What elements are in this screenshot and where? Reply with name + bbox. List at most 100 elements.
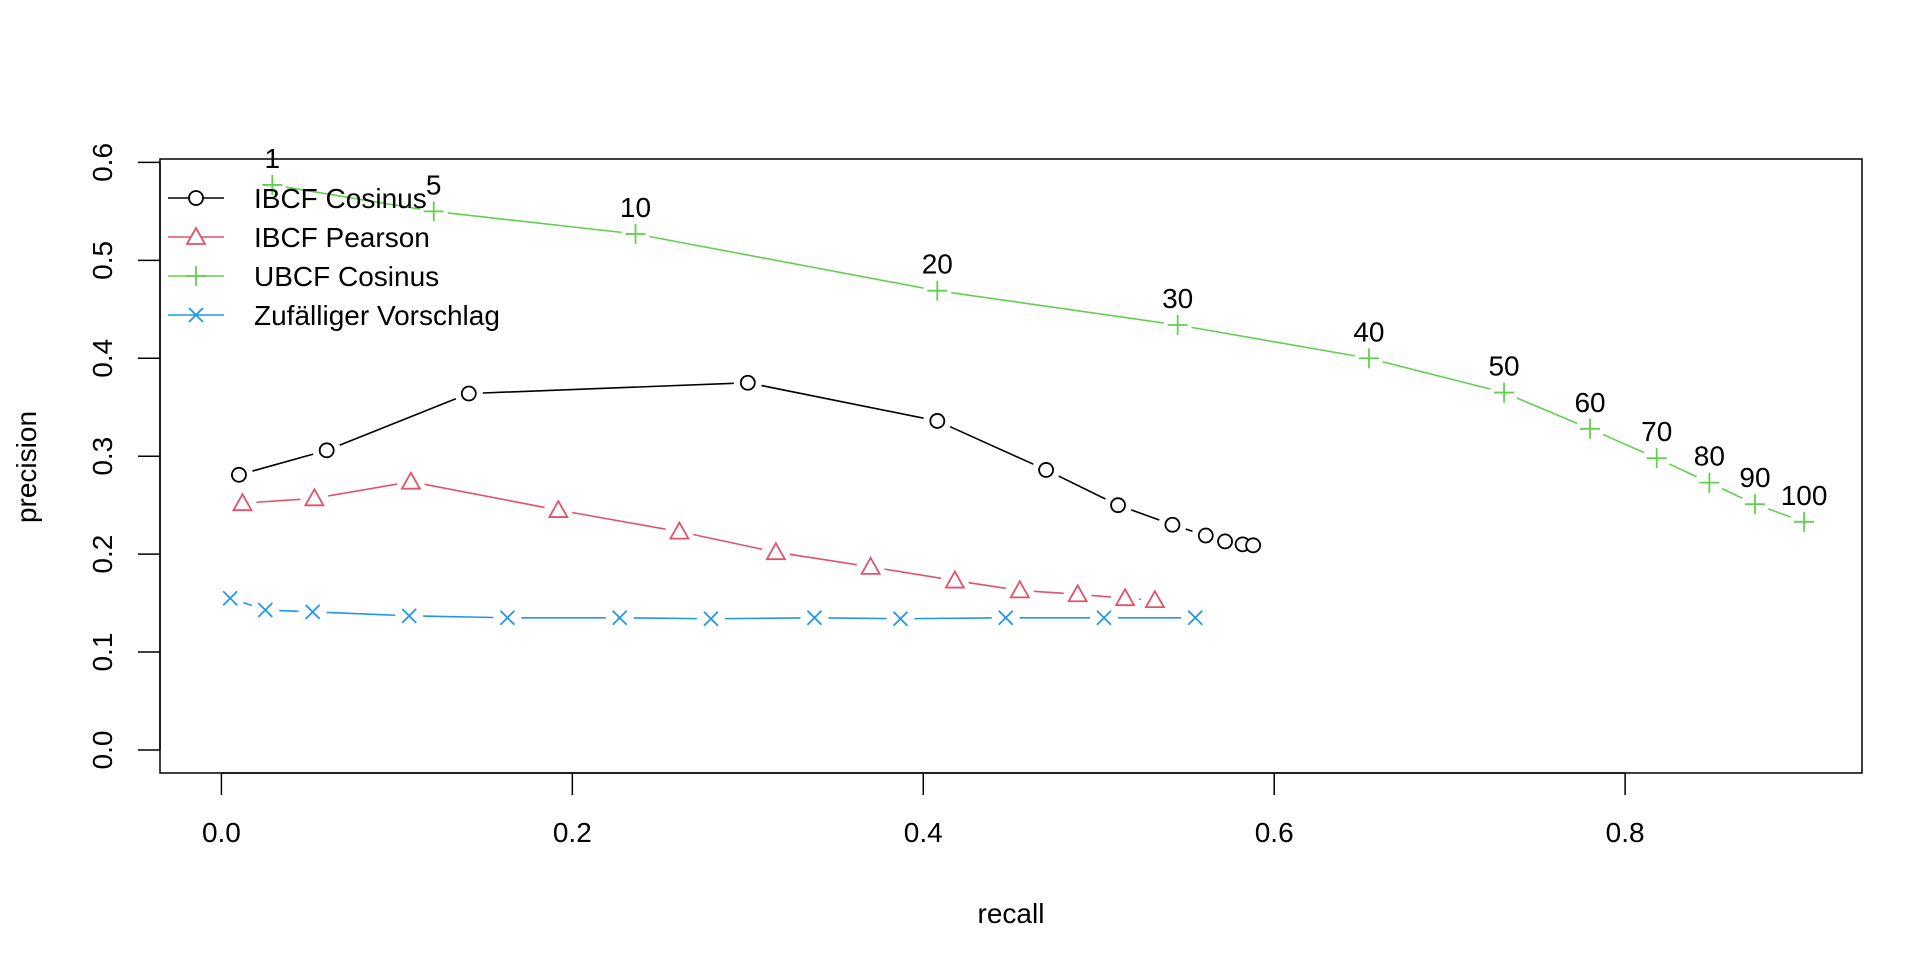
- data-point: [401, 608, 417, 624]
- legend-label: Zufälliger Vorschlag: [254, 300, 500, 331]
- data-point: [460, 385, 477, 402]
- data-point: [222, 590, 238, 606]
- x-axis-title: recall: [978, 898, 1045, 929]
- data-point: [257, 602, 273, 618]
- data-point: [944, 569, 966, 589]
- y-axis: 0.0 0.1 0.2 0.3 0.4 0.5 0.6: [87, 143, 161, 770]
- data-point: [625, 223, 646, 244]
- data-point: [499, 610, 516, 626]
- y-tick-label: 0.1: [87, 633, 118, 672]
- series-segment: [285, 186, 421, 210]
- data-point: [423, 201, 444, 222]
- series-2: 1 5 10 20 30 40 50 60 70 80 90 100: [262, 143, 1827, 532]
- series-segment: [633, 617, 697, 620]
- data-label: 90: [1739, 462, 1770, 493]
- series-segment: [482, 382, 734, 394]
- data-point: [1067, 583, 1089, 603]
- series-segment: [724, 617, 801, 620]
- legend-label: IBCF Cosinus: [254, 183, 427, 214]
- x-tick-label: 0.6: [1255, 817, 1294, 848]
- data-point: [703, 611, 719, 627]
- data-point: [1646, 448, 1667, 469]
- series-segment: [761, 384, 924, 419]
- data-point: [1144, 589, 1166, 609]
- data-point: [1009, 579, 1031, 599]
- data-point: [1699, 472, 1720, 493]
- y-tick-label: 0.5: [87, 241, 118, 280]
- x-tick-label: 0.2: [553, 817, 592, 848]
- series-segment: [243, 601, 253, 607]
- series-segment: [279, 609, 299, 613]
- data-label: 20: [922, 249, 953, 280]
- series-segment: [828, 617, 887, 620]
- data-label: 5: [426, 169, 442, 200]
- legend: IBCF Cosinus IBCF Pearson UBCF Cosinus Zufä…: [168, 183, 500, 331]
- legend-item: Zufälliger Vorschlag: [168, 300, 500, 331]
- series-segment: [447, 212, 622, 234]
- legend-item: IBCF Cosinus: [168, 183, 427, 214]
- data-point: [612, 610, 628, 626]
- series-segment: [949, 425, 1034, 465]
- data-point: [1110, 497, 1126, 514]
- series-segment: [1033, 590, 1064, 595]
- data-point: [1494, 382, 1515, 403]
- x-tick-label: 0.8: [1606, 817, 1645, 848]
- data-point: [400, 470, 422, 490]
- data-point: [547, 499, 569, 518]
- data-point: [318, 442, 335, 459]
- series-segment: [326, 611, 396, 617]
- y-tick-label: 0.3: [87, 437, 118, 476]
- series-segment: [789, 553, 857, 566]
- data-point: [668, 520, 690, 540]
- x-axis: 0.0 0.2 0.4 0.6 0.8: [202, 772, 1645, 848]
- series-segment: [1767, 508, 1792, 518]
- y-tick-label: 0.2: [87, 535, 118, 574]
- y-tick-label: 0.4: [87, 339, 118, 378]
- data-point: [892, 611, 909, 627]
- legend-label: UBCF Cosinus: [254, 261, 439, 292]
- x-tick-label: 0.0: [202, 817, 241, 848]
- series-segment: [1721, 487, 1743, 499]
- series-segment: [252, 453, 314, 472]
- series-segment: [914, 617, 992, 620]
- series-segment: [951, 291, 1164, 324]
- data-point: [1245, 537, 1262, 554]
- data-point: [1580, 418, 1601, 439]
- series-segment: [1382, 360, 1491, 390]
- data-point: [231, 466, 247, 483]
- series-segment: [571, 511, 666, 530]
- data-point: [806, 610, 823, 626]
- series-segment: [424, 483, 545, 509]
- series-segment: [968, 581, 1007, 590]
- data-label: 100: [1781, 480, 1828, 511]
- y-tick-label: 0.0: [87, 731, 118, 770]
- series-segment: [256, 498, 301, 504]
- data-point: [860, 556, 882, 575]
- series-segment: [1058, 475, 1106, 500]
- series-segment: [1669, 463, 1697, 478]
- data-point: [305, 604, 321, 620]
- data-label: 50: [1488, 351, 1519, 382]
- data-point: [1167, 314, 1188, 335]
- data-label: 40: [1353, 316, 1384, 347]
- data-point: [303, 487, 325, 507]
- series-segment: [1130, 509, 1160, 521]
- data-point: [1744, 494, 1765, 515]
- data-label: 80: [1694, 441, 1725, 472]
- series-0: [231, 374, 1262, 554]
- legend-marker: [185, 226, 207, 245]
- series-3: [222, 590, 1203, 627]
- legend-item: UBCF Cosinus: [168, 261, 439, 292]
- series-layer: 1 5 10 20 30 40 50 60 70 80 90 100: [222, 143, 1827, 627]
- series-segment: [328, 483, 398, 497]
- data-point: [1038, 462, 1054, 478]
- data-point: [765, 541, 787, 561]
- series-segment: [1516, 397, 1578, 425]
- series-1: [231, 470, 1166, 609]
- legend-label: IBCF Pearson: [254, 222, 430, 253]
- series-segment: [884, 568, 942, 580]
- data-point: [1114, 587, 1136, 607]
- data-point: [929, 413, 946, 429]
- data-point: [998, 610, 1014, 626]
